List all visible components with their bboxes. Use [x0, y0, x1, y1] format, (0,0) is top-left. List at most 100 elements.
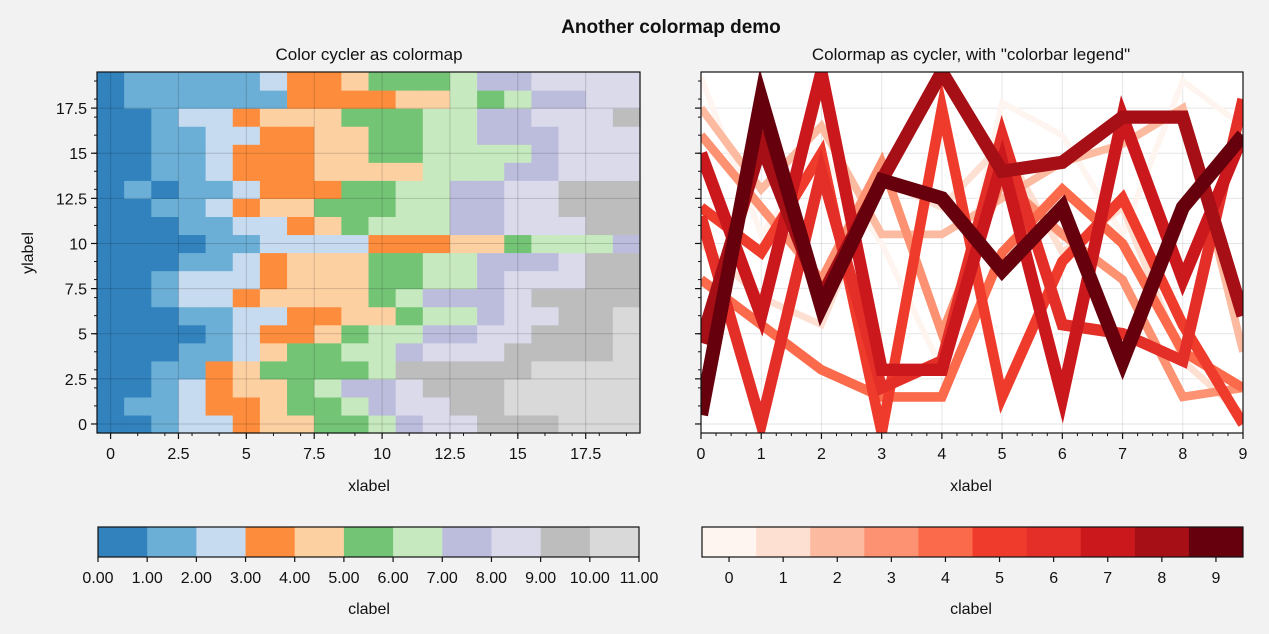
heatmap-cell: [477, 198, 505, 217]
heatmap-cell: [151, 180, 180, 199]
heatmap-cell: [395, 342, 424, 362]
heatmap-cell: [395, 144, 424, 163]
heatmap-cell: [151, 360, 180, 380]
heatmap-cell: [395, 216, 424, 236]
heatmap-cell: [259, 306, 288, 326]
heatmap-cell: [341, 72, 370, 91]
heatmap-cell: [341, 306, 370, 326]
line-colorbar-tick-label: 9: [1211, 570, 1220, 587]
line-colorbar-tick-label: 0: [725, 570, 734, 587]
heatmap-cell: [422, 90, 451, 109]
heatmap-cell: [449, 324, 478, 344]
heatmap-cell: [124, 378, 152, 398]
heatmap-cell: [259, 234, 288, 254]
heatmap-cell: [585, 162, 614, 181]
heatmap-cell: [97, 180, 125, 199]
heatmap-y-tick-label: 2.5: [65, 372, 87, 389]
line-series-2: [701, 102, 1243, 353]
heatmap-cell: [368, 342, 397, 362]
heatmap-cell: [395, 360, 424, 380]
heatmap-cell: [531, 180, 560, 199]
heatmap-cell: [422, 126, 451, 145]
heatmap-cell: [124, 126, 152, 145]
line-colorbar-blocks: [702, 527, 1244, 557]
heatmap-cell: [477, 180, 505, 199]
heatmap-cell: [585, 360, 614, 380]
heatmap-cell: [368, 270, 397, 290]
heatmap-cell: [395, 270, 424, 290]
heatmap-cell: [449, 360, 478, 380]
heatmap-y-tick-label: 10: [69, 236, 87, 253]
heatmap-x-ticks: 0 2.5 5 7.5 10 12.5 15 17.5: [106, 433, 627, 463]
heatmap-cell: [341, 270, 370, 290]
heatmap-cell: [97, 198, 125, 217]
heatmap-colorbar-swatch: [442, 527, 492, 557]
heatmap-cell: [612, 360, 641, 380]
heatmap-cell: [531, 72, 560, 91]
heatmap-cell: [368, 216, 397, 236]
heatmap-cell: [97, 396, 125, 416]
heatmap-cell: [422, 288, 451, 308]
line-colorbar-tick-label: 3: [887, 570, 896, 587]
heatmap-cell: [232, 198, 261, 217]
heatmap-cell: [585, 414, 614, 434]
heatmap-colorbar-tick-label: 3.00: [230, 570, 261, 587]
heatmap-cell: [477, 306, 505, 326]
heatmap-cell: [504, 180, 532, 199]
line-colorbar-tick-label: 6: [1049, 570, 1058, 587]
line-x-tick-label: 9: [1239, 446, 1248, 463]
heatmap-cell: [422, 414, 451, 434]
heatmap-cell: [314, 198, 342, 217]
heatmap-x-tick-label: 2.5: [167, 446, 189, 463]
heatmap-cell: [504, 324, 532, 344]
line-x-ticks: 0 1 2 3 4 5 6 7 8 9: [697, 433, 1248, 463]
heatmap-cell: [205, 270, 234, 290]
heatmap-cell: [341, 252, 370, 272]
heatmap-cell: [178, 162, 207, 181]
heatmap-cell: [314, 72, 342, 91]
heatmap-cell: [259, 108, 288, 127]
heatmap-cell: [531, 306, 560, 326]
heatmap-cell: [124, 342, 152, 362]
heatmap-cell: [395, 198, 424, 217]
heatmap-cell: [585, 396, 614, 416]
heatmap-cell: [178, 126, 207, 145]
heatmap-cell: [314, 126, 342, 145]
heatmap-cell: [232, 288, 261, 308]
heatmap-cell: [585, 144, 614, 163]
heatmap-cell: [558, 324, 587, 344]
heatmap-panel: Color cycler as colormap 0 2.5 5 7.5 10 12.5 1…: [20, 45, 659, 618]
line-plot-area: [701, 72, 1243, 433]
heatmap-cell: [314, 108, 342, 127]
heatmap-cell: [449, 234, 478, 254]
heatmap-cell: [259, 288, 288, 308]
heatmap-cell: [558, 396, 587, 416]
heatmap-cell: [314, 396, 342, 416]
heatmap-cell: [531, 144, 560, 163]
heatmap-cell: [531, 378, 560, 398]
line-colorbar-tick-label: 2: [833, 570, 842, 587]
heatmap-cell: [585, 342, 614, 362]
heatmap-cell: [395, 162, 424, 181]
heatmap-cell: [422, 270, 451, 290]
heatmap-cell: [178, 90, 207, 109]
heatmap-cell: [232, 378, 261, 398]
heatmap-cell: [259, 324, 288, 344]
heatmap-cell: [341, 342, 370, 362]
heatmap-cell: [368, 162, 397, 181]
heatmap-cell: [232, 144, 261, 163]
heatmap-cell: [395, 234, 424, 254]
heatmap-cell: [504, 396, 532, 416]
heatmap-cell: [259, 162, 288, 181]
heatmap-cell: [124, 180, 152, 199]
heatmap-cell: [558, 90, 587, 109]
heatmap-cell: [422, 396, 451, 416]
heatmap-cell: [232, 414, 261, 434]
heatmap-colorbar-tick-label: 7.00: [427, 570, 458, 587]
heatmap-cell: [205, 198, 234, 217]
heatmap-cell: [477, 252, 505, 272]
heatmap-cell: [422, 324, 451, 344]
heatmap-cell: [97, 108, 125, 127]
heatmap-cell: [205, 252, 234, 272]
heatmap-cell: [151, 72, 180, 91]
